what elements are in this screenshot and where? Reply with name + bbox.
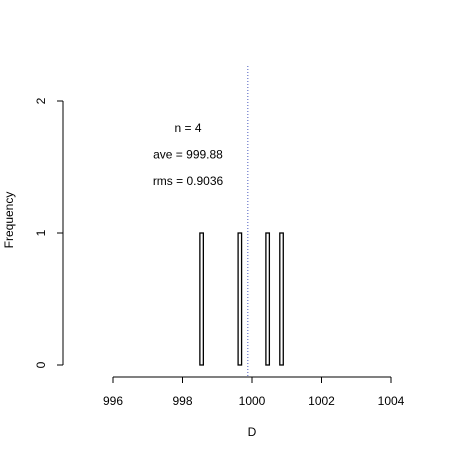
annotation: ave = 999.88 [153, 148, 223, 162]
annotation: n = 4 [174, 121, 201, 135]
x-tick-label: 1002 [308, 394, 335, 408]
bar [199, 232, 204, 366]
x-tick-label: 1000 [239, 394, 266, 408]
y-tick-label: 0 [34, 361, 48, 368]
bar [237, 232, 243, 366]
x-tick-label: 998 [172, 394, 192, 408]
x-tick-label: 996 [103, 394, 123, 408]
y-axis-label: Frequency [2, 192, 16, 249]
x-axis-label: D [248, 425, 257, 439]
bar [265, 232, 271, 366]
annotation: rms = 0.9036 [153, 174, 224, 188]
y-tick-label: 1 [34, 229, 48, 236]
y-tick-label: 2 [34, 97, 48, 104]
bar [279, 232, 284, 366]
x-tick-label: 1004 [378, 394, 405, 408]
